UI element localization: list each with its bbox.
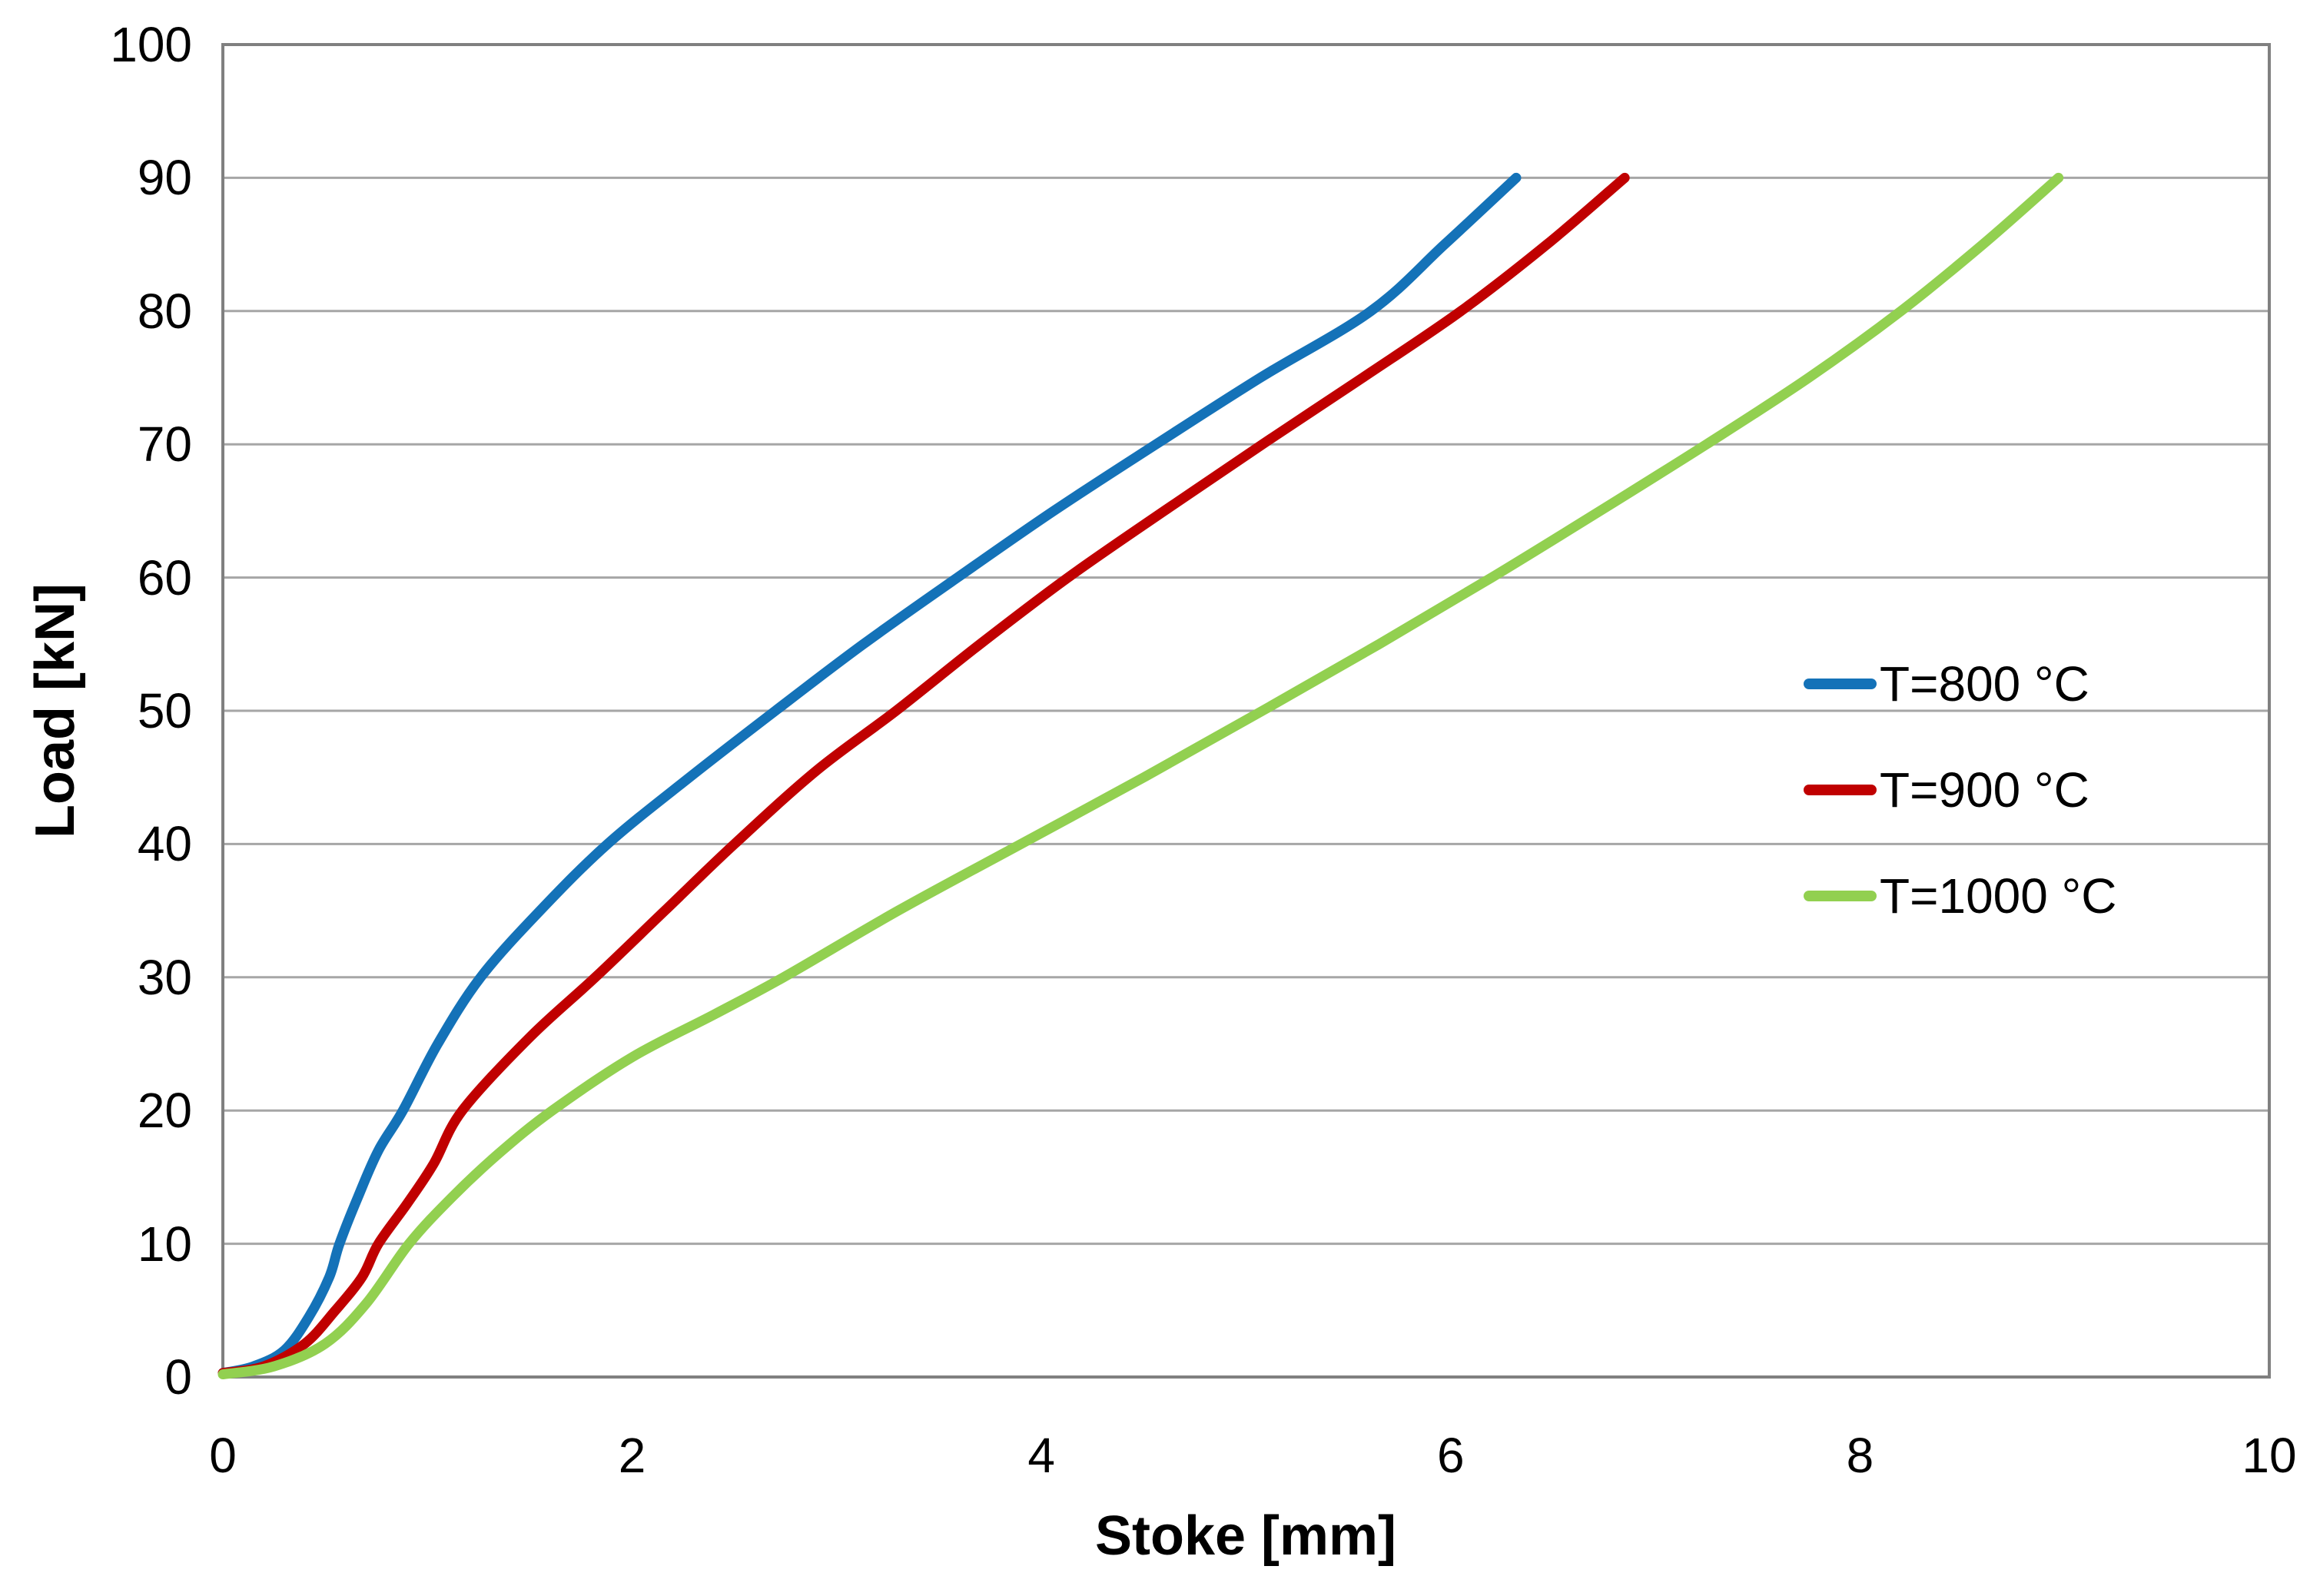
x-tick-label-8: 8	[1846, 1428, 1874, 1483]
y-tick-label-20: 20	[137, 1083, 192, 1139]
y-tick-label-30: 30	[137, 949, 192, 1005]
x-tick-label-6: 6	[1437, 1428, 1465, 1483]
series-line-2	[217, 172, 1630, 1379]
series-line-3	[217, 172, 2064, 1380]
y-axis-title: Load [kN]	[25, 583, 86, 838]
y-tick-label-70: 70	[137, 416, 192, 473]
legend-item-3: T=1000 °C	[1804, 861, 2116, 931]
legend-label-3: T=1000 °C	[1880, 868, 2117, 924]
y-tick-label-0: 0	[164, 1349, 192, 1405]
legend-swatch-2	[1804, 785, 1877, 795]
x-tick-label-10: 10	[2242, 1428, 2297, 1483]
legend-item-2: T=900 °C	[1804, 755, 2089, 825]
x-tick-label-2: 2	[618, 1428, 646, 1483]
legend-swatch-3	[1804, 891, 1877, 901]
y-tick-label-60: 60	[137, 549, 192, 606]
plot-border	[221, 43, 2271, 1379]
x-tick-label-4: 4	[1027, 1428, 1055, 1483]
x-axis-title: Stoke [mm]	[1094, 1505, 1397, 1567]
series-line-1	[217, 172, 1522, 1379]
y-tick-label-80: 80	[137, 283, 192, 339]
legend-label-1: T=800 °C	[1880, 656, 2089, 712]
legend-label-2: T=900 °C	[1880, 762, 2089, 818]
y-tick-label-40: 40	[137, 816, 192, 872]
y-tick-label-50: 50	[137, 683, 192, 738]
y-tick-label-90: 90	[137, 150, 192, 206]
legend-swatch-1	[1804, 679, 1877, 689]
legend-item-1: T=800 °C	[1804, 649, 2089, 718]
y-tick-label-100: 100	[110, 17, 192, 72]
x-tick-label-0: 0	[209, 1428, 237, 1483]
y-tick-label-10: 10	[137, 1216, 192, 1272]
